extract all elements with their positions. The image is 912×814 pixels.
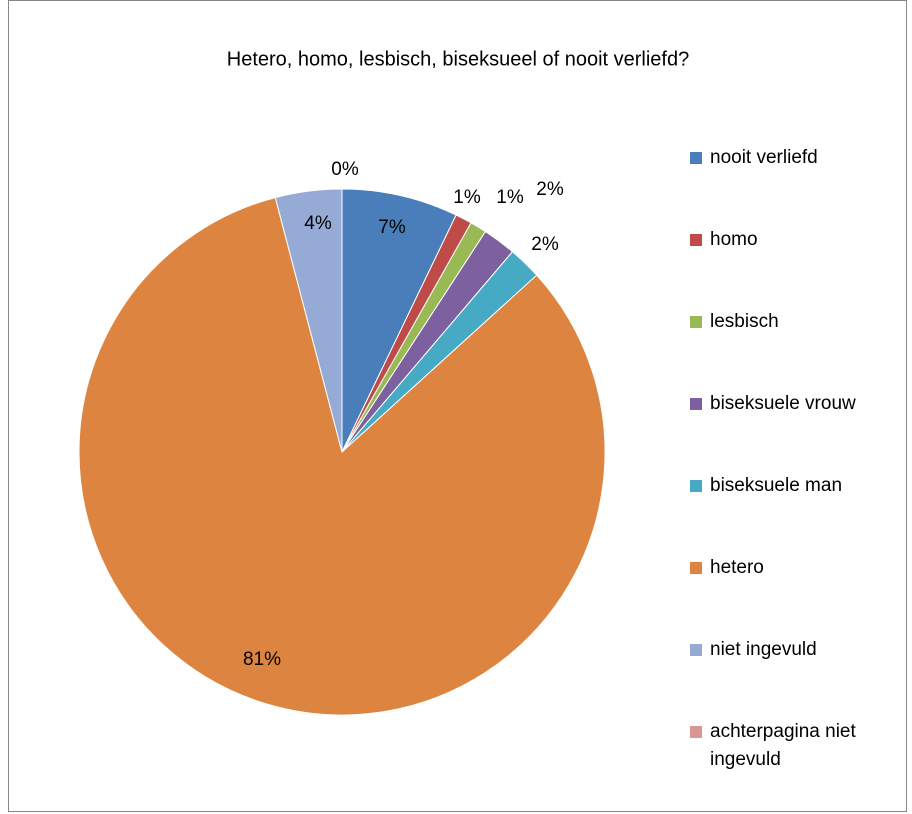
data-label: 81%	[243, 649, 281, 670]
legend-item: hetero	[690, 554, 905, 582]
legend-swatch	[690, 562, 702, 574]
pie-slice	[274, 188, 343, 453]
data-label: 1%	[453, 187, 481, 208]
legend-label: nooit verliefd	[710, 147, 818, 168]
legend-label: achterpagina niet ingevuld	[710, 721, 856, 770]
data-label: 4%	[304, 213, 332, 234]
legend-item: homo	[690, 226, 905, 254]
data-label: 2%	[531, 234, 559, 255]
data-label: 0%	[331, 159, 359, 180]
pie-slice	[341, 188, 457, 453]
legend-item: nooit verliefd	[690, 144, 905, 172]
legend-label: lesbisch	[710, 311, 779, 332]
legend-item: niet ingevuld	[690, 636, 905, 664]
legend-item: lesbisch	[690, 308, 905, 336]
chart-title: Hetero, homo, lesbisch, biseksueel of no…	[227, 48, 689, 70]
legend-swatch	[690, 234, 702, 246]
pie-slice	[78, 196, 606, 716]
legend-swatch	[690, 726, 702, 738]
legend-label: hetero	[710, 557, 764, 578]
legend-label: biseksuele man	[710, 475, 843, 496]
legend-item: achterpagina niet ingevuld	[690, 718, 905, 774]
legend-swatch	[690, 644, 702, 656]
legend-swatch	[690, 152, 702, 164]
legend-label: homo	[710, 229, 758, 250]
legend-swatch	[690, 398, 702, 410]
data-label: 7%	[378, 217, 406, 238]
legend-label: biseksuele vrouw	[710, 393, 856, 414]
legend-label: niet ingevuld	[710, 639, 817, 660]
data-label: 2%	[536, 179, 564, 200]
legend-swatch	[690, 316, 702, 328]
data-label: 1%	[496, 187, 524, 208]
legend-item: biseksuele vrouw	[690, 390, 905, 418]
legend-swatch	[690, 480, 702, 492]
legend-item: biseksuele man	[690, 472, 905, 500]
